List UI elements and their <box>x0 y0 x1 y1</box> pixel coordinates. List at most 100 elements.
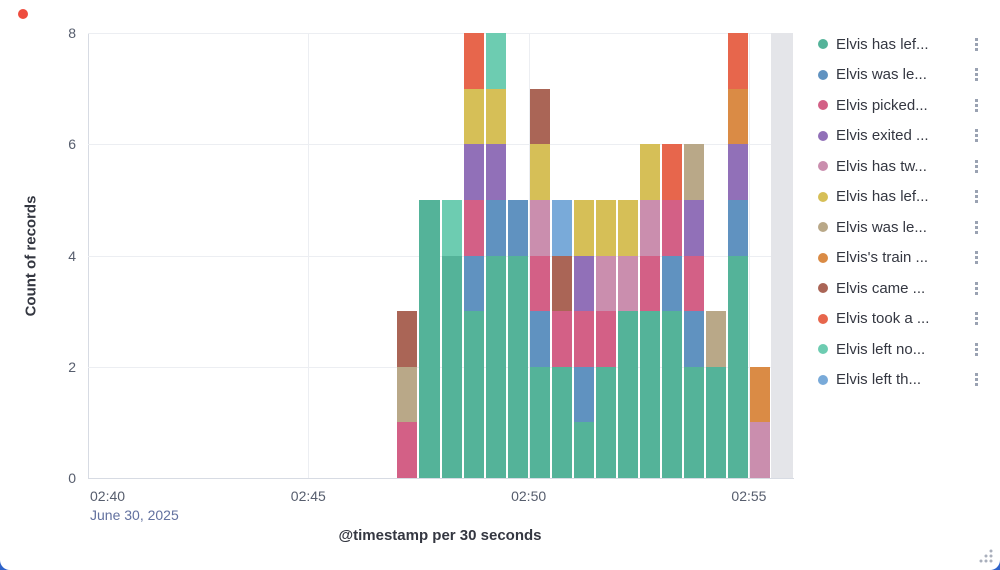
bar-segment[interactable] <box>595 311 616 367</box>
bar-segment[interactable] <box>397 422 418 478</box>
bar-segment[interactable] <box>595 199 616 256</box>
bar-segment[interactable] <box>441 199 462 256</box>
bar-segment[interactable] <box>507 255 528 478</box>
legend-item-actions-icon[interactable] <box>973 36 980 53</box>
legend-item-actions-icon[interactable] <box>973 249 980 266</box>
bar-segment[interactable] <box>463 88 484 145</box>
bar-segment[interactable] <box>639 199 660 256</box>
legend-item-label[interactable]: Elvis took a ... <box>836 310 930 328</box>
bar-segment[interactable] <box>727 88 748 145</box>
legend-item-actions-icon[interactable] <box>973 127 980 144</box>
bar-segment[interactable] <box>419 199 440 478</box>
bar-segment[interactable] <box>463 33 484 89</box>
bar-segment[interactable] <box>573 255 594 312</box>
bar-segment[interactable] <box>617 311 638 478</box>
bar-segment[interactable] <box>727 199 748 256</box>
legend-item-label[interactable]: Elvis has lef... <box>836 35 929 53</box>
bar-segment[interactable] <box>639 255 660 312</box>
panel-resize-handle[interactable] <box>977 547 995 565</box>
bar-segment[interactable] <box>705 366 726 478</box>
legend-item[interactable]: Elvis was le... <box>818 60 980 91</box>
bar-segment[interactable] <box>727 144 748 200</box>
legend-item-actions-icon[interactable] <box>973 97 980 114</box>
legend-item-actions-icon[interactable] <box>973 66 980 83</box>
bar-segment[interactable] <box>529 144 550 200</box>
bar-segment[interactable] <box>661 199 682 256</box>
legend-item-label[interactable]: Elvis's train ... <box>836 249 929 267</box>
bar-segment[interactable] <box>529 311 550 367</box>
bar-segment[interactable] <box>551 311 572 367</box>
legend-item-label[interactable]: Elvis left no... <box>836 340 926 358</box>
bar-segment[interactable] <box>573 199 594 256</box>
legend-item-label[interactable]: Elvis picked... <box>836 96 928 114</box>
bar-segment[interactable] <box>529 88 550 145</box>
bar-segment[interactable] <box>441 255 462 478</box>
legend-item-actions-icon[interactable] <box>973 188 980 205</box>
legend-item-label[interactable]: Elvis has lef... <box>836 188 929 206</box>
bar-segment[interactable] <box>639 144 660 200</box>
legend-item[interactable]: Elvis left th... <box>818 365 980 396</box>
legend-item-label[interactable]: Elvis was le... <box>836 218 927 236</box>
bar-segment[interactable] <box>661 144 682 200</box>
bar-segment[interactable] <box>573 422 594 478</box>
bar-segment[interactable] <box>639 311 660 478</box>
legend-item-actions-icon[interactable] <box>973 371 980 388</box>
legend-item-actions-icon[interactable] <box>973 280 980 297</box>
bar-segment[interactable] <box>485 144 506 200</box>
bar-segment[interactable] <box>485 255 506 478</box>
legend-item[interactable]: Elvis has lef... <box>818 182 980 213</box>
bar-segment[interactable] <box>683 199 704 256</box>
legend-item-label[interactable]: Elvis was le... <box>836 66 927 84</box>
bar-segment[interactable] <box>683 255 704 312</box>
bar-segment[interactable] <box>529 255 550 312</box>
bar-segment[interactable] <box>683 311 704 367</box>
legend-item[interactable]: Elvis was le... <box>818 212 980 243</box>
bar-segment[interactable] <box>463 144 484 200</box>
legend-item[interactable]: Elvis's train ... <box>818 243 980 274</box>
bar-segment[interactable] <box>551 199 572 256</box>
bar-segment[interactable] <box>463 199 484 256</box>
bar-segment[interactable] <box>463 311 484 478</box>
bar-segment[interactable] <box>551 255 572 312</box>
bar-segment[interactable] <box>485 199 506 256</box>
bar-segment[interactable] <box>727 255 748 478</box>
bar-segment[interactable] <box>529 199 550 256</box>
legend-item[interactable]: Elvis has lef... <box>818 29 980 60</box>
bar-segment[interactable] <box>485 88 506 145</box>
legend-item[interactable]: Elvis exited ... <box>818 121 980 152</box>
legend-item[interactable]: Elvis has tw... <box>818 151 980 182</box>
bar-segment[interactable] <box>573 311 594 367</box>
bar-segment[interactable] <box>661 255 682 312</box>
bar-segment[interactable] <box>749 366 770 423</box>
bar-segment[interactable] <box>727 33 748 89</box>
bar-segment[interactable] <box>705 311 726 367</box>
legend-item-label[interactable]: Elvis has tw... <box>836 157 927 175</box>
legend-item[interactable]: Elvis came ... <box>818 273 980 304</box>
bar-segment[interactable] <box>617 255 638 312</box>
bar-segment[interactable] <box>595 255 616 312</box>
bar-segment[interactable] <box>529 366 550 478</box>
bar-segment[interactable] <box>683 366 704 478</box>
legend-item[interactable]: Elvis took a ... <box>818 304 980 335</box>
bar-segment[interactable] <box>617 199 638 256</box>
legend-item-label[interactable]: Elvis left th... <box>836 371 922 389</box>
bar-segment[interactable] <box>463 255 484 312</box>
bar-segment[interactable] <box>661 311 682 478</box>
legend-item-actions-icon[interactable] <box>973 341 980 358</box>
legend-item-actions-icon[interactable] <box>973 158 980 175</box>
bar-segment[interactable] <box>573 366 594 423</box>
bar-segment[interactable] <box>485 33 506 89</box>
legend-item-label[interactable]: Elvis exited ... <box>836 127 929 145</box>
bar-segment[interactable] <box>397 366 418 423</box>
legend-item[interactable]: Elvis left no... <box>818 334 980 365</box>
bar-segment[interactable] <box>551 366 572 478</box>
legend-item-label[interactable]: Elvis came ... <box>836 279 926 297</box>
bar-segment[interactable] <box>595 366 616 478</box>
legend-item[interactable]: Elvis picked... <box>818 90 980 121</box>
bar-segment[interactable] <box>397 311 418 367</box>
legend-item-actions-icon[interactable] <box>973 310 980 327</box>
bar-segment[interactable] <box>683 144 704 200</box>
bar-segment[interactable] <box>749 422 770 478</box>
bar-segment[interactable] <box>507 199 528 256</box>
legend-item-actions-icon[interactable] <box>973 219 980 236</box>
